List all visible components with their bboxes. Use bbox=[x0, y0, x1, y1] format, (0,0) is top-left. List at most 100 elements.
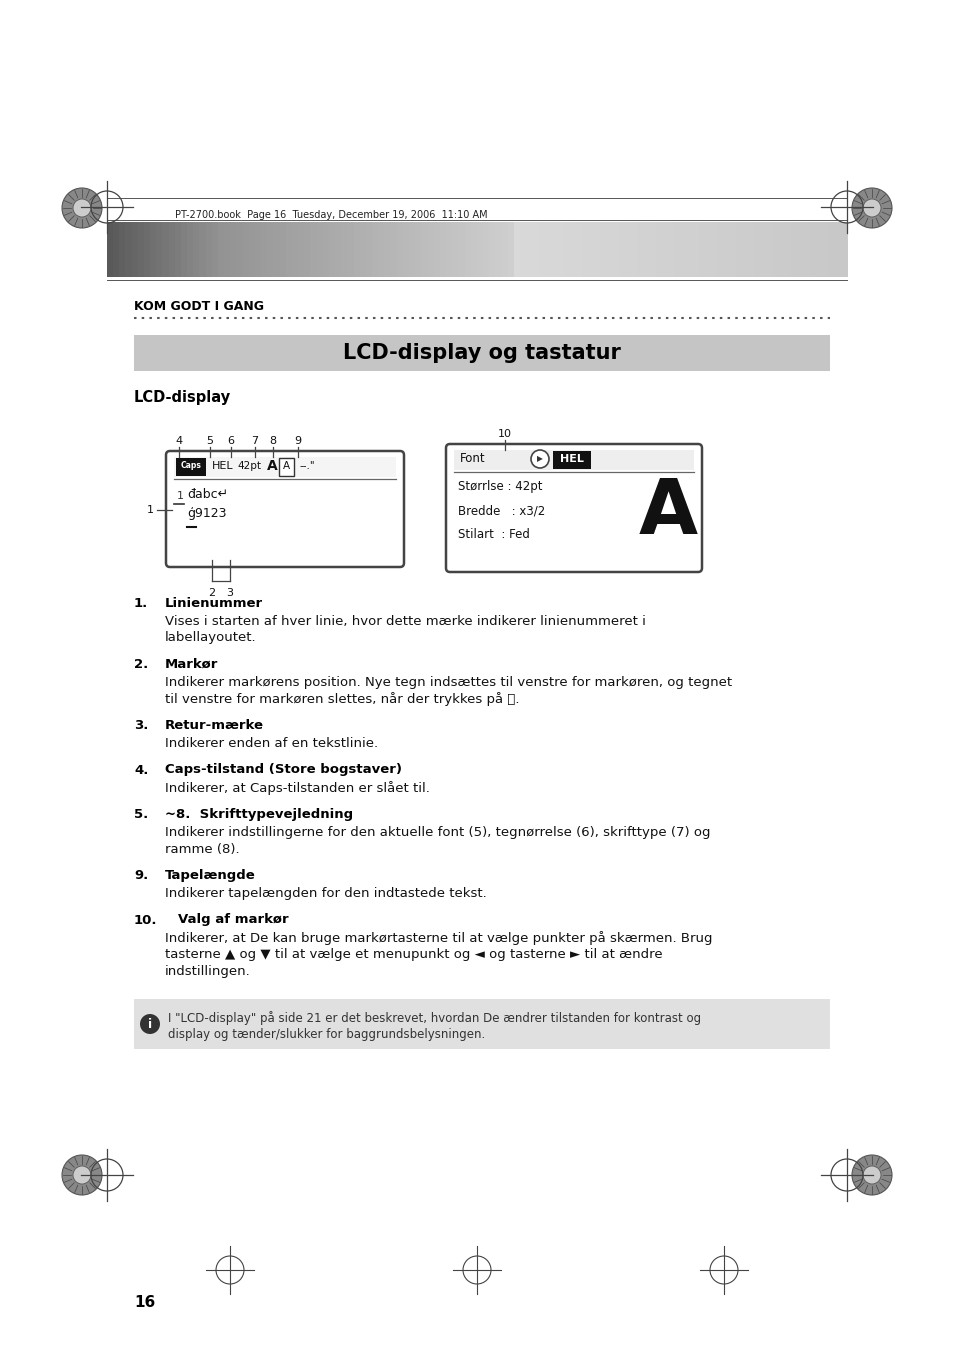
Text: 4: 4 bbox=[175, 436, 182, 446]
Bar bbox=[760, 222, 767, 277]
Bar bbox=[458, 222, 465, 277]
Bar bbox=[679, 222, 687, 277]
Text: 8: 8 bbox=[269, 436, 276, 446]
Bar bbox=[538, 222, 545, 277]
Bar bbox=[427, 222, 435, 277]
Bar bbox=[526, 222, 533, 277]
Bar bbox=[821, 222, 828, 277]
Bar bbox=[834, 222, 841, 277]
Bar bbox=[175, 458, 206, 476]
Text: display og tænder/slukker for baggrundsbelysningen.: display og tænder/slukker for baggrundsb… bbox=[168, 1028, 485, 1042]
Bar bbox=[587, 222, 595, 277]
Bar bbox=[476, 222, 484, 277]
Bar bbox=[575, 222, 582, 277]
Bar bbox=[298, 222, 305, 277]
Text: Markør: Markør bbox=[165, 658, 218, 671]
Text: Font: Font bbox=[459, 453, 485, 466]
Bar bbox=[347, 222, 355, 277]
Text: Retur-mærke: Retur-mærke bbox=[165, 719, 264, 732]
Bar bbox=[631, 222, 638, 277]
Text: 1.: 1. bbox=[133, 597, 148, 611]
Text: Caps: Caps bbox=[180, 462, 201, 470]
Bar bbox=[464, 222, 472, 277]
Bar bbox=[723, 222, 730, 277]
Bar bbox=[391, 222, 397, 277]
Text: Indikerer tapelængden for den indtastede tekst.: Indikerer tapelængden for den indtastede… bbox=[165, 888, 486, 900]
Text: labellayoutet.: labellayoutet. bbox=[165, 631, 256, 644]
Text: Valg af markør: Valg af markør bbox=[178, 913, 289, 927]
Bar bbox=[150, 222, 157, 277]
Text: 3: 3 bbox=[226, 588, 233, 598]
Text: 1: 1 bbox=[177, 490, 184, 501]
Text: Vises i starten af hver linie, hvor dette mærke indikerer linienummeret i: Vises i starten af hver linie, hvor dett… bbox=[165, 615, 645, 628]
Bar bbox=[218, 222, 225, 277]
Bar bbox=[359, 222, 367, 277]
Bar bbox=[409, 222, 416, 277]
Bar bbox=[454, 450, 693, 470]
Bar bbox=[446, 222, 453, 277]
Bar bbox=[797, 222, 804, 277]
Text: HEL: HEL bbox=[212, 461, 233, 471]
Bar bbox=[278, 458, 294, 476]
Bar bbox=[507, 222, 515, 277]
Circle shape bbox=[851, 188, 891, 228]
Text: indstillingen.: indstillingen. bbox=[165, 965, 251, 978]
Bar bbox=[741, 222, 748, 277]
Bar bbox=[384, 222, 392, 277]
Text: ramme (8).: ramme (8). bbox=[165, 843, 239, 855]
Bar bbox=[729, 222, 737, 277]
Bar bbox=[519, 222, 527, 277]
Text: ▶: ▶ bbox=[537, 454, 542, 463]
Bar bbox=[261, 222, 268, 277]
Bar bbox=[329, 222, 335, 277]
Circle shape bbox=[62, 188, 102, 228]
Bar bbox=[735, 222, 742, 277]
Bar bbox=[107, 222, 114, 277]
Bar bbox=[133, 335, 829, 372]
Circle shape bbox=[862, 1166, 880, 1183]
Bar bbox=[544, 222, 552, 277]
Bar bbox=[661, 222, 668, 277]
Bar bbox=[236, 222, 243, 277]
Bar bbox=[274, 222, 280, 277]
Text: A: A bbox=[267, 459, 277, 473]
Text: 9: 9 bbox=[294, 436, 301, 446]
Bar bbox=[230, 222, 237, 277]
Bar bbox=[699, 222, 705, 277]
Text: Bredde   : x3/2: Bredde : x3/2 bbox=[457, 504, 545, 517]
Bar bbox=[132, 222, 139, 277]
Bar bbox=[612, 222, 619, 277]
Bar bbox=[415, 222, 422, 277]
FancyBboxPatch shape bbox=[446, 444, 701, 571]
Circle shape bbox=[531, 450, 548, 467]
Bar bbox=[378, 222, 385, 277]
FancyBboxPatch shape bbox=[166, 451, 403, 567]
Bar bbox=[717, 222, 724, 277]
Text: LCD-display og tastatur: LCD-display og tastatur bbox=[343, 343, 620, 363]
Bar bbox=[304, 222, 312, 277]
Bar bbox=[137, 222, 145, 277]
Text: Indikerer markørens position. Nye tegn indsættes til venstre for markøren, og te: Indikerer markørens position. Nye tegn i… bbox=[165, 676, 731, 689]
Bar bbox=[514, 222, 520, 277]
Bar bbox=[803, 222, 810, 277]
Text: ~8.  Skrifttypevejledning: ~8. Skrifttypevejledning bbox=[165, 808, 353, 821]
Bar bbox=[310, 222, 317, 277]
Bar bbox=[482, 222, 490, 277]
Text: tasterne ▲ og ▼ til at vælge et menupunkt og ◄ og tasterne ► til at ændre: tasterne ▲ og ▼ til at vælge et menupunk… bbox=[165, 948, 662, 961]
Text: Stilart  : Fed: Stilart : Fed bbox=[457, 528, 529, 540]
Text: Tapelængde: Tapelængde bbox=[165, 869, 255, 882]
Bar bbox=[421, 222, 428, 277]
Bar bbox=[624, 222, 632, 277]
Text: KOM GODT I GANG: KOM GODT I GANG bbox=[133, 300, 264, 313]
Text: A: A bbox=[638, 476, 697, 550]
Bar bbox=[581, 222, 588, 277]
Bar bbox=[199, 222, 207, 277]
Bar bbox=[551, 222, 558, 277]
Text: LCD-display: LCD-display bbox=[133, 390, 231, 405]
Bar bbox=[471, 222, 477, 277]
Text: đabc↵: đabc↵ bbox=[187, 488, 228, 501]
Bar bbox=[402, 222, 410, 277]
Bar bbox=[754, 222, 760, 277]
Bar bbox=[667, 222, 675, 277]
Bar bbox=[126, 222, 132, 277]
